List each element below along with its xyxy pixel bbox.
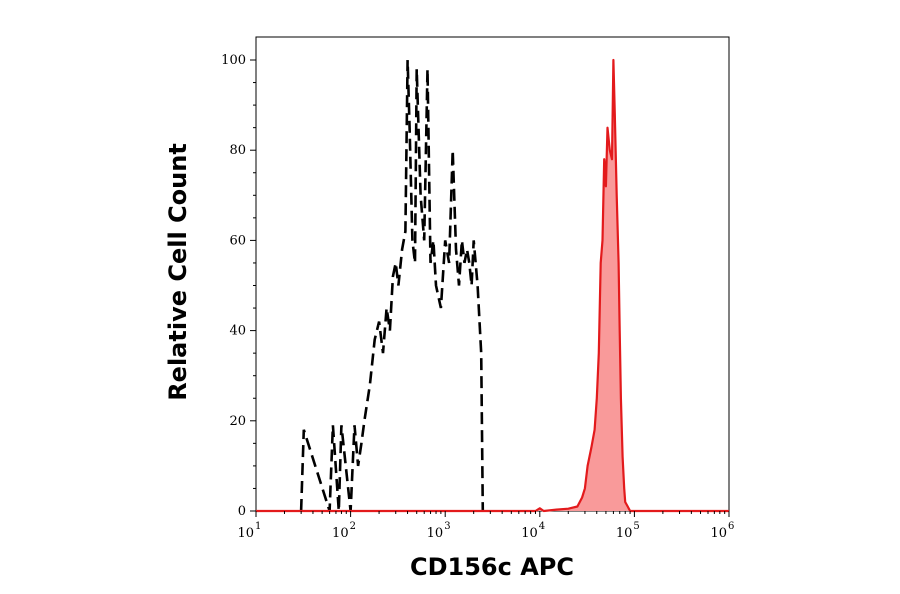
y-axis: 0 20 40 60 80 100 (221, 53, 256, 519)
y-tick-label: 100 (221, 53, 246, 68)
x-tick-exponent: 6 (728, 521, 734, 532)
x-tick-label: 10 (332, 526, 349, 541)
stained-histogram-line (256, 58, 729, 513)
stained-histogram-fill (256, 60, 729, 511)
x-tick-label: 10 (237, 526, 254, 541)
x-tick-exponent: 3 (444, 521, 450, 532)
control-histogram-line (299, 59, 485, 512)
x-tick-exponent: 1 (255, 521, 261, 532)
data-layer (256, 58, 729, 513)
x-tick-exponent: 5 (633, 521, 639, 532)
x-axis-title: CD156c APC (410, 553, 574, 581)
y-tick-label: 80 (229, 143, 246, 158)
y-axis-title: Relative Cell Count (164, 143, 192, 401)
x-tick-label: 10 (521, 526, 538, 541)
x-tick-label: 10 (427, 526, 444, 541)
x-tick-label: 10 (616, 526, 633, 541)
x-tick-exponent: 4 (539, 521, 545, 532)
y-tick-label: 20 (229, 414, 246, 429)
x-tick-exponent: 2 (350, 521, 356, 532)
y-tick-label: 40 (229, 324, 246, 339)
plot-frame (255, 36, 730, 512)
x-tick-label: 10 (710, 526, 727, 541)
y-tick-label: 60 (229, 233, 246, 248)
y-tick-label: 0 (238, 504, 246, 519)
x-axis: 10 1 10 2 10 3 10 4 10 5 10 6 (237, 511, 734, 541)
